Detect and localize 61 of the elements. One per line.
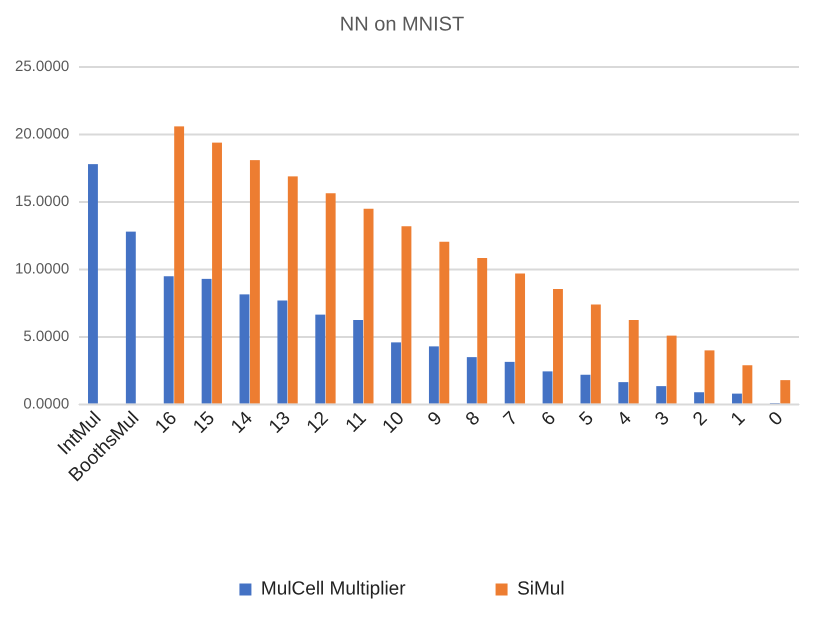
bar (694, 392, 704, 404)
bar (780, 380, 790, 404)
y-tick-label: 15.0000 (14, 193, 70, 210)
bar (742, 365, 752, 404)
legend-label: SiMul (517, 578, 565, 600)
x-tick-label: 0 (764, 408, 788, 430)
x-tick-label: 8 (462, 408, 484, 430)
bar (391, 342, 401, 404)
bar (288, 176, 298, 404)
legend-label: MulCell Multiplier (260, 578, 406, 600)
x-tick-label: 12 (302, 408, 333, 438)
bar (542, 371, 552, 404)
x-tick-label: 1 (727, 408, 750, 430)
bar (88, 164, 98, 404)
y-tick-label: 0.0000 (23, 396, 70, 413)
bar (212, 142, 222, 404)
y-tick-label: 25.0000 (14, 58, 70, 76)
bar (732, 394, 742, 404)
bar (202, 278, 212, 404)
x-tick-label: 11 (342, 408, 371, 437)
chart-title: NN on MNIST (340, 14, 464, 36)
bar (353, 320, 364, 404)
bar (126, 232, 136, 404)
x-tick-label: 9 (424, 408, 446, 430)
bar (315, 314, 326, 404)
bar (364, 208, 374, 404)
bar (618, 382, 628, 404)
bar (580, 374, 590, 404)
bar (164, 276, 174, 404)
bar (666, 336, 677, 404)
bar (250, 160, 260, 404)
bar (428, 346, 439, 404)
bar (277, 300, 288, 404)
bar (466, 357, 477, 404)
bar (326, 193, 336, 404)
x-tick-label: 14 (227, 408, 258, 438)
x-tick-label: 16 (151, 408, 182, 438)
bar (240, 294, 250, 404)
bar (628, 320, 639, 404)
bar (401, 226, 412, 404)
bar (704, 350, 714, 404)
x-tick-label: 15 (189, 408, 220, 438)
x-tick-label: 13 (265, 408, 295, 438)
bar (590, 304, 601, 404)
x-tick-label: 5 (576, 408, 598, 430)
x-tick-label: 3 (651, 408, 674, 430)
x-tick-label: 10 (378, 408, 408, 438)
x-tick-label: 6 (538, 408, 560, 430)
y-tick-label: 20.0000 (14, 126, 70, 143)
bar (553, 289, 563, 404)
y-tick-label: 10.0000 (14, 260, 70, 278)
bar (656, 386, 666, 404)
x-tick-label: 7 (500, 408, 522, 430)
x-tick-label: 4 (613, 408, 636, 430)
y-tick-label: 5.0000 (23, 328, 70, 346)
bar (477, 258, 488, 404)
bar (174, 126, 184, 404)
bar (515, 273, 526, 404)
x-tick-label: 2 (689, 408, 712, 430)
bar (439, 242, 450, 404)
bar (504, 362, 515, 404)
